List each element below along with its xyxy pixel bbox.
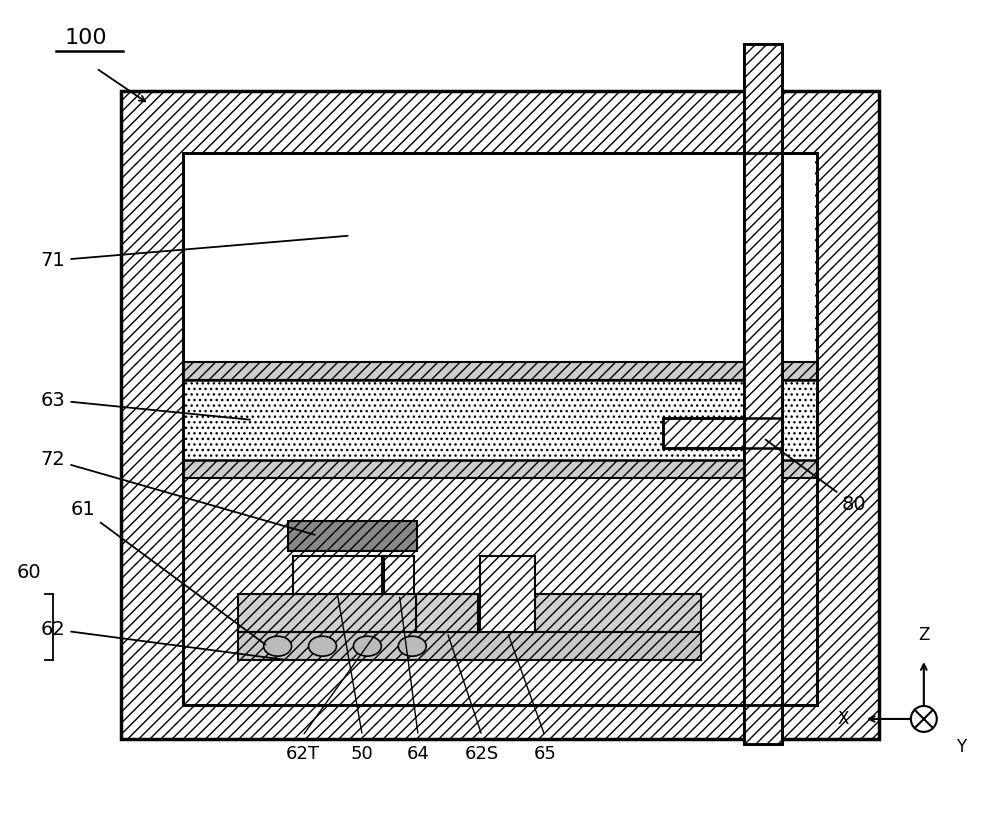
Text: 100: 100 <box>65 29 107 48</box>
Bar <box>185 155 815 361</box>
Ellipse shape <box>264 637 292 656</box>
Text: 64: 64 <box>407 745 430 763</box>
Bar <box>238 632 701 660</box>
Bar <box>663 418 782 448</box>
Text: 72: 72 <box>41 451 315 535</box>
Bar <box>744 44 782 744</box>
Ellipse shape <box>353 637 381 656</box>
Text: Y: Y <box>956 738 966 756</box>
Bar <box>183 460 817 478</box>
Bar <box>121 91 879 739</box>
Bar <box>183 153 817 705</box>
Text: 62S: 62S <box>465 745 499 763</box>
Bar <box>744 91 782 739</box>
Bar <box>293 557 382 594</box>
Bar <box>288 521 417 550</box>
Bar <box>183 380 817 460</box>
Circle shape <box>911 706 937 732</box>
Text: Z: Z <box>918 626 930 644</box>
Text: 50: 50 <box>351 745 374 763</box>
Text: 62: 62 <box>41 619 285 660</box>
Text: 65: 65 <box>533 745 556 763</box>
Ellipse shape <box>398 637 426 656</box>
Bar <box>238 594 701 632</box>
Bar <box>744 44 782 744</box>
Text: 60: 60 <box>17 563 42 582</box>
Text: 63: 63 <box>41 390 250 420</box>
Text: X: X <box>838 710 849 728</box>
Text: 71: 71 <box>41 236 348 270</box>
Bar <box>416 594 478 632</box>
Bar <box>663 418 782 448</box>
Bar <box>480 557 535 632</box>
Bar <box>183 153 817 705</box>
Bar <box>384 557 414 594</box>
Bar <box>744 44 782 744</box>
Text: 80: 80 <box>766 439 866 514</box>
Ellipse shape <box>309 637 336 656</box>
Text: 61: 61 <box>71 500 265 645</box>
Text: 62T: 62T <box>286 745 320 763</box>
Bar <box>183 362 817 380</box>
